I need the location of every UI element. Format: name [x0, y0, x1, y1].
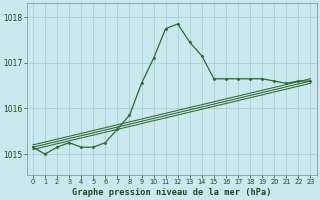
X-axis label: Graphe pression niveau de la mer (hPa): Graphe pression niveau de la mer (hPa) [72, 188, 271, 197]
